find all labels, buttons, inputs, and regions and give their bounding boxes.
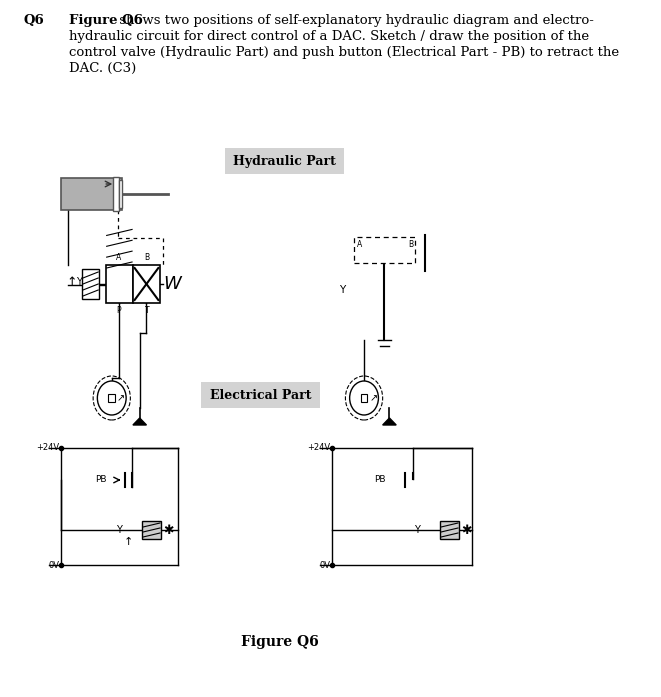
Text: W: W <box>163 275 181 293</box>
Text: ✱: ✱ <box>163 523 174 537</box>
Text: PB: PB <box>95 475 106 484</box>
Text: DAC. (C3): DAC. (C3) <box>69 62 137 75</box>
Text: ↗: ↗ <box>369 393 377 403</box>
Text: hydraulic circuit for direct control of a DAC. Sketch / draw the position of the: hydraulic circuit for direct control of … <box>69 30 590 43</box>
Bar <box>133 265 160 303</box>
Text: A: A <box>357 240 362 249</box>
Bar <box>82 269 99 299</box>
Text: shows two positions of self-explanatory hydraulic diagram and electro-: shows two positions of self-explanatory … <box>115 14 594 27</box>
Text: Y: Y <box>116 525 122 535</box>
Text: P: P <box>116 306 121 315</box>
Text: ↑: ↑ <box>124 537 134 547</box>
Text: Y: Y <box>338 285 345 295</box>
Text: 0V: 0V <box>319 560 330 569</box>
Text: B: B <box>145 253 150 262</box>
Text: ↗: ↗ <box>117 393 125 403</box>
Bar <box>142 521 161 539</box>
Text: +24V: +24V <box>36 443 59 452</box>
Text: T: T <box>145 306 149 315</box>
Text: Figure Q6: Figure Q6 <box>69 14 143 27</box>
Bar <box>440 521 459 539</box>
Text: A: A <box>116 253 121 262</box>
Text: Q6: Q6 <box>24 14 44 27</box>
Circle shape <box>350 381 379 415</box>
Bar <box>106 265 133 303</box>
Text: 0V: 0V <box>48 560 59 569</box>
Bar <box>108 394 115 402</box>
Text: Hydraulic Part: Hydraulic Part <box>233 155 336 167</box>
Text: Y: Y <box>414 525 420 535</box>
Text: +24V: +24V <box>307 443 330 452</box>
Text: Electrical Part: Electrical Part <box>210 388 311 401</box>
Text: Y: Y <box>76 277 82 287</box>
Text: B: B <box>408 240 413 249</box>
Circle shape <box>97 381 126 415</box>
Bar <box>361 394 368 402</box>
Polygon shape <box>383 418 396 425</box>
Polygon shape <box>133 418 147 425</box>
Bar <box>114 177 120 211</box>
Bar <box>354 237 415 263</box>
Text: control valve (Hydraulic Part) and push button (Electrical Part - PB) to retract: control valve (Hydraulic Part) and push … <box>69 46 619 59</box>
Bar <box>202 382 320 408</box>
Text: ✱: ✱ <box>461 523 472 537</box>
Bar <box>61 178 122 210</box>
Text: PB: PB <box>375 475 386 484</box>
Bar <box>120 180 122 208</box>
Text: ↑: ↑ <box>67 275 77 289</box>
Bar <box>225 148 344 174</box>
Text: Figure Q6: Figure Q6 <box>241 635 318 649</box>
